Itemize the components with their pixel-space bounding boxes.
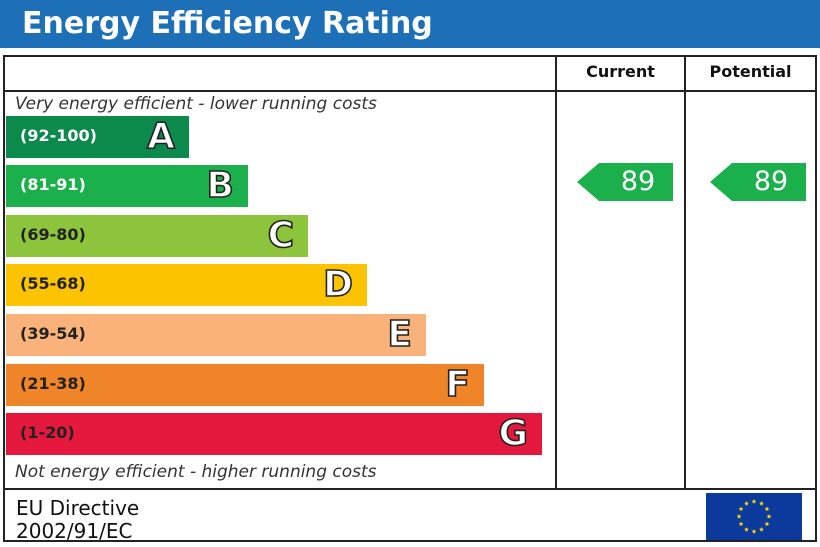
eu-star: [764, 506, 770, 512]
column-divider-potential: [684, 55, 686, 488]
band-letter: E: [387, 313, 413, 356]
eu-star: [751, 498, 757, 504]
footer-row-divider: [3, 488, 817, 490]
rating-table-frame: [3, 55, 817, 542]
caption-top: Very energy efficient - lower running co…: [15, 94, 377, 114]
band-letter: B: [206, 164, 235, 207]
potential-rating-arrow: 89: [710, 163, 806, 201]
eu-star: [751, 528, 757, 534]
current-rating-value: 89: [620, 166, 656, 197]
eu-star: [738, 521, 744, 527]
band-c: (69-80) C: [6, 214, 308, 257]
caption-bottom: Not energy efficient - higher running co…: [15, 462, 377, 482]
column-header-potential: Potential: [709, 62, 792, 81]
band-letter: C: [267, 214, 295, 257]
band-range-label: (81-91): [20, 175, 86, 194]
column-divider-current: [555, 55, 557, 488]
band-range-label: (1-20): [20, 423, 75, 442]
band-letter: F: [445, 363, 471, 406]
eu-star: [736, 513, 742, 519]
band-g: (1-20) G: [6, 412, 542, 455]
eu-star: [759, 526, 764, 532]
eu-star: [738, 506, 744, 512]
band-range-label: (92-100): [20, 126, 97, 145]
potential-rating-value: 89: [753, 166, 789, 197]
band-letter: A: [146, 115, 175, 158]
eu-star: [759, 500, 764, 506]
band-range-label: (69-80): [20, 225, 86, 244]
header-row-divider: [3, 90, 817, 92]
band-letter: D: [322, 263, 353, 306]
eu-star: [744, 500, 749, 506]
current-rating-arrow: 89: [577, 163, 673, 201]
band-letter: G: [498, 412, 529, 455]
band-range-label: (55-68): [20, 274, 86, 293]
band-range-label: (21-38): [20, 374, 86, 393]
header-bar: Energy Efficiency Rating: [0, 0, 820, 48]
eu-flag-icon: [706, 493, 802, 540]
band-range-label: (39-54): [20, 324, 86, 343]
footer-directive-number: 2002/91/EC: [16, 519, 133, 543]
band-f: (21-38) F: [6, 363, 484, 406]
band-b: (81-91) B: [6, 164, 248, 207]
band-a: (92-100) A: [6, 115, 189, 158]
page-title: Energy Efficiency Rating: [22, 6, 433, 41]
footer-directive-label: EU Directive: [16, 496, 140, 520]
eu-star: [764, 521, 770, 527]
eu-star: [766, 513, 772, 519]
eu-star: [744, 526, 749, 532]
band-d: (55-68) D: [6, 263, 367, 306]
band-e: (39-54) E: [6, 313, 426, 356]
column-header-current: Current: [586, 62, 655, 81]
